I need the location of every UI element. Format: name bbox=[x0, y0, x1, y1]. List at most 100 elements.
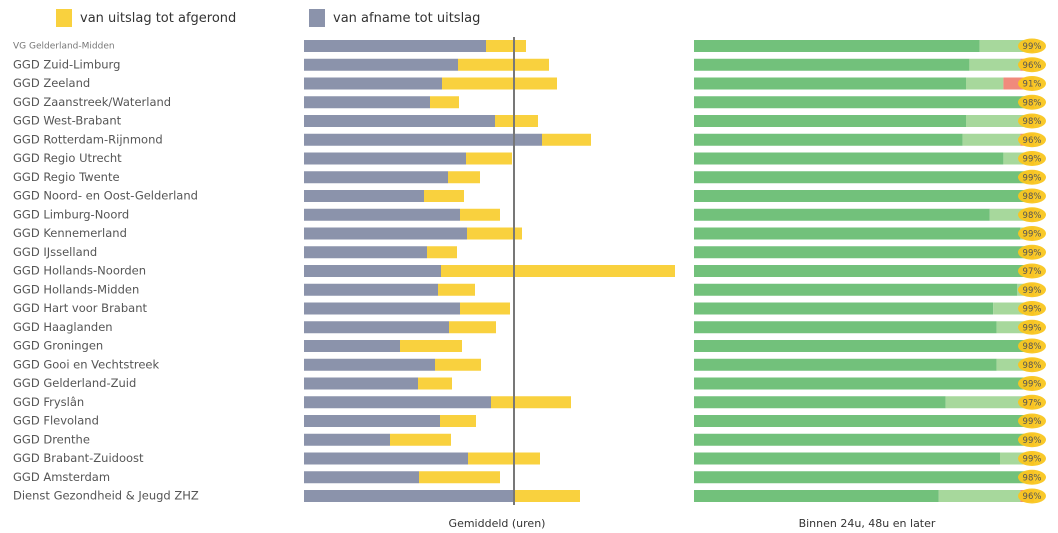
row-label: GGD Amsterdam bbox=[13, 470, 110, 484]
bar-afname-tot-uitslag bbox=[304, 208, 460, 221]
bar-uitslag-tot-afgerond bbox=[419, 471, 500, 484]
row-label: Dienst Gezondheid & Jeugd ZHZ bbox=[13, 489, 199, 503]
row-label: GGD Gelderland-Zuid bbox=[13, 376, 136, 390]
bar-uitslag-tot-afgerond bbox=[458, 58, 549, 71]
percentage-badge bbox=[1018, 301, 1046, 316]
row-label: GGD West-Brabant bbox=[13, 114, 122, 128]
percentage-badge bbox=[1018, 282, 1046, 298]
row-label: GGD Groningen bbox=[13, 339, 103, 353]
percentage-label: 96% bbox=[1023, 136, 1042, 146]
bar-uitslag-tot-afgerond bbox=[495, 115, 538, 127]
legend: van uitslag tot afgerond van afname tot … bbox=[0, 0, 1058, 34]
percentage-label: 99% bbox=[1023, 230, 1042, 240]
bar-binnen-24u bbox=[694, 433, 1031, 446]
percentage-badge bbox=[1018, 394, 1046, 410]
bar-binnen-24u bbox=[694, 208, 990, 221]
bar-afname-tot-uitslag bbox=[304, 340, 400, 352]
bar-binnen-24u bbox=[694, 40, 980, 52]
percentage-label: 98% bbox=[1023, 473, 1042, 483]
percentage-badge bbox=[1018, 226, 1046, 241]
percentage-label: 98% bbox=[1023, 211, 1042, 221]
bar-binnen-24u bbox=[694, 58, 970, 71]
percentage-label: 99% bbox=[1023, 436, 1042, 446]
bar-binnen-48u bbox=[989, 208, 1028, 221]
bar-binnen-24u bbox=[694, 490, 939, 502]
bar-uitslag-tot-afgerond bbox=[466, 152, 512, 165]
percentage-label: 99% bbox=[1023, 323, 1042, 333]
percentage-badge bbox=[1018, 451, 1046, 466]
legend-item-afgerond: van uitslag tot afgerond bbox=[56, 8, 236, 28]
bar-binnen-24u bbox=[694, 96, 1028, 109]
bar-binnen-24u bbox=[694, 227, 1021, 240]
percentage-label: 99% bbox=[1023, 42, 1042, 52]
bar-binnen-24u bbox=[694, 340, 1028, 352]
percentage-label: 98% bbox=[1023, 342, 1042, 352]
bar-uitslag-tot-afgerond bbox=[441, 265, 675, 277]
bar-uitslag-tot-afgerond bbox=[467, 227, 522, 240]
bar-binnen-24u bbox=[694, 115, 966, 127]
bar-uitslag-tot-afgerond bbox=[390, 433, 451, 446]
bar-binnen-48u bbox=[938, 490, 1021, 502]
row-label: GGD Drenthe bbox=[13, 432, 90, 446]
bar-uitslag-tot-afgerond bbox=[449, 321, 496, 334]
bar-afname-tot-uitslag bbox=[304, 471, 419, 484]
percentage-label: 96% bbox=[1023, 61, 1042, 71]
percentage-badge bbox=[1018, 132, 1046, 148]
percentage-label: 98% bbox=[1023, 361, 1042, 371]
percentage-label: 99% bbox=[1023, 248, 1042, 258]
bar-binnen-24u bbox=[694, 377, 1031, 390]
percentage-label: 91% bbox=[1023, 80, 1042, 90]
percentage-badge bbox=[1018, 113, 1046, 129]
bar-uitslag-tot-afgerond bbox=[448, 171, 480, 184]
average-hours-chart bbox=[304, 37, 675, 505]
bar-binnen-24u bbox=[694, 283, 1017, 296]
bar-afname-tot-uitslag bbox=[304, 302, 460, 315]
row-label: GGD Limburg-Noord bbox=[13, 207, 129, 221]
percentage-badge bbox=[1018, 94, 1046, 110]
legend-swatch-uitslag bbox=[309, 9, 325, 27]
bar-uitslag-tot-afgerond bbox=[442, 77, 557, 90]
bar-binnen-48u bbox=[969, 58, 1021, 71]
row-label: GGD Regio Twente bbox=[13, 170, 120, 184]
percentage-badge bbox=[1018, 57, 1046, 73]
bar-binnen-24u bbox=[694, 133, 963, 146]
bar-afname-tot-uitslag bbox=[304, 452, 468, 465]
row-label: GGD Noord- en Oost-Gelderland bbox=[13, 189, 198, 203]
bar-binnen-24u bbox=[694, 171, 1028, 184]
bar-afname-tot-uitslag bbox=[304, 58, 458, 71]
row-label: GGD Zaanstreek/Waterland bbox=[13, 95, 171, 109]
row-label: GGD Hollands-Midden bbox=[13, 282, 139, 296]
bar-uitslag-tot-afgerond bbox=[418, 377, 452, 390]
percentage-badge bbox=[1018, 38, 1046, 54]
bar-afname-tot-uitslag bbox=[304, 77, 442, 90]
row-label: GGD Flevoland bbox=[13, 414, 99, 428]
percentage-badge bbox=[1018, 263, 1046, 279]
bar-afname-tot-uitslag bbox=[304, 265, 441, 277]
percentage-badge bbox=[1018, 76, 1046, 91]
percentage-badge bbox=[1018, 357, 1046, 373]
bar-uitslag-tot-afgerond bbox=[514, 490, 580, 502]
percentage-badge bbox=[1018, 244, 1046, 260]
percentage-label: 99% bbox=[1023, 417, 1042, 427]
legend-label-afgerond: van uitslag tot afgerond bbox=[80, 10, 237, 26]
bar-binnen-48u bbox=[966, 77, 1004, 90]
bar-uitslag-tot-afgerond bbox=[438, 283, 475, 296]
percentage-label: 99% bbox=[1023, 173, 1042, 183]
row-label: GGD Zeeland bbox=[13, 76, 90, 90]
percentage-badge bbox=[1018, 376, 1046, 391]
bar-afname-tot-uitslag bbox=[304, 133, 542, 146]
bar-afname-tot-uitslag bbox=[304, 115, 495, 127]
bar-afname-tot-uitslag bbox=[304, 358, 435, 371]
bar-binnen-48u bbox=[966, 115, 1028, 127]
bar-uitslag-tot-afgerond bbox=[440, 415, 476, 427]
bar-afname-tot-uitslag bbox=[304, 377, 418, 390]
bar-afname-tot-uitslag bbox=[304, 321, 449, 334]
row-label: GGD Haaglanden bbox=[13, 320, 113, 334]
percentage-badge bbox=[1018, 432, 1046, 448]
xlabel-percentage: Binnen 24u, 48u en later bbox=[799, 517, 936, 530]
percentage-badge bbox=[1018, 319, 1046, 335]
percentage-badge bbox=[1018, 151, 1046, 166]
bar-uitslag-tot-afgerond bbox=[542, 133, 591, 146]
percentage-label: 97% bbox=[1023, 398, 1042, 408]
